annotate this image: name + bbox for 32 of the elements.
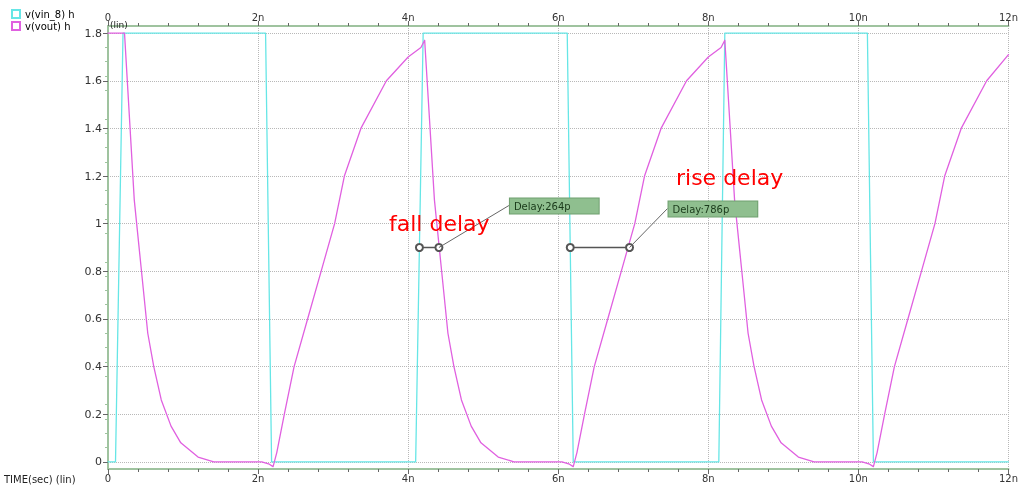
- x2-tick-label: 8n: [701, 11, 715, 23]
- x-tick-label: 4n: [401, 472, 415, 484]
- x-axis-title: TIME(sec) (lin): [3, 473, 76, 485]
- y-tick-label: 0.8: [84, 264, 102, 278]
- x-tick-label: 8n: [701, 472, 715, 484]
- x-tick-label: 12n: [998, 472, 1018, 484]
- y-tick-label: 0.4: [84, 360, 102, 374]
- x2-tick-label: 2n: [251, 11, 265, 23]
- annotation: Delay:264p: [513, 201, 571, 212]
- y-tick-label: 1.6: [84, 74, 102, 88]
- x-tick-label: 6n: [551, 472, 565, 484]
- x-tick-label: 0: [104, 472, 112, 484]
- y-tick-label: 1.4: [84, 121, 102, 135]
- y-tick-label: 1: [95, 217, 102, 231]
- x-tick-label: 10n: [848, 472, 868, 484]
- x2-tick-label: 10n: [848, 11, 868, 23]
- annotation: rise delay: [676, 164, 784, 190]
- y-tick-label: 1.2: [84, 169, 102, 183]
- x-tick-label: 2n: [251, 472, 265, 484]
- x2-tick-label: 0: [104, 11, 112, 23]
- y-axis-title: (lin): [110, 19, 128, 30]
- y-tick-label: 1.8: [84, 26, 102, 40]
- legend-label: v(vout) h: [25, 20, 71, 32]
- x2-tick-label: 12n: [998, 11, 1018, 23]
- y-tick-label: 0: [95, 455, 102, 469]
- annotation: Delay:786p: [672, 204, 730, 215]
- annotation: fall delay: [389, 210, 490, 236]
- legend-label: v(vin_8) h: [25, 8, 75, 21]
- x2-tick-label: 6n: [551, 11, 565, 23]
- y-tick-label: 0.2: [84, 407, 102, 421]
- x2-tick-label: 4n: [401, 11, 415, 23]
- y-tick-label: 0.6: [84, 312, 102, 326]
